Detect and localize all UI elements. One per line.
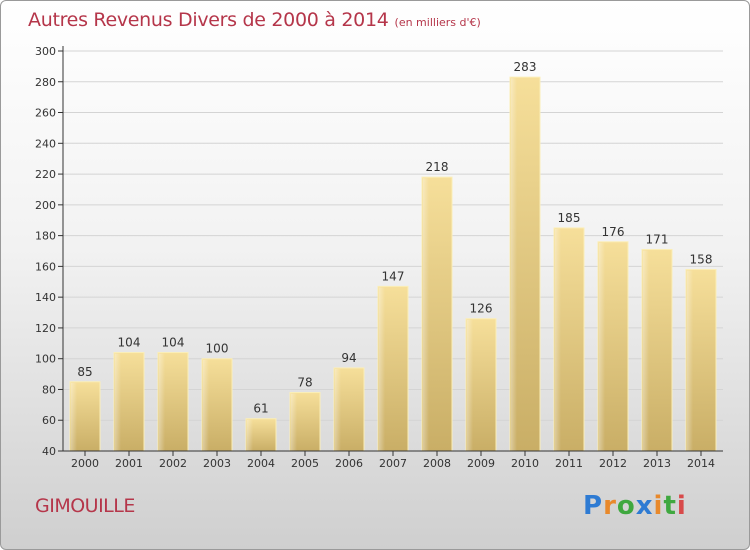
value-label-2013: 171 — [646, 232, 669, 246]
bar-highlight — [467, 319, 473, 451]
value-label-2004: 61 — [253, 402, 268, 416]
logo-letter: P — [583, 491, 604, 521]
x-tick-label-2004: 2004 — [247, 457, 275, 470]
x-tick-label-2003: 2003 — [203, 457, 231, 470]
bar-highlight — [599, 242, 605, 451]
y-tick-label: 260 — [35, 107, 56, 120]
bar-highlight — [423, 178, 429, 451]
logo-letter: x — [635, 491, 654, 521]
x-tick-label-2012: 2012 — [599, 457, 627, 470]
x-tick-label-2005: 2005 — [291, 457, 319, 470]
value-label-2005: 78 — [297, 376, 312, 390]
y-tick-label: 240 — [35, 137, 56, 150]
y-tick-label: 180 — [35, 230, 56, 243]
commune-name: GIMOUILLE — [35, 495, 135, 517]
x-tick-label-2014: 2014 — [687, 457, 715, 470]
y-tick-label: 120 — [35, 322, 56, 335]
x-tick-label-2001: 2001 — [115, 457, 143, 470]
x-tick-label-2000: 2000 — [71, 457, 99, 470]
y-tick-label: 280 — [35, 76, 56, 89]
proxiti-logo: Proxiti — [583, 491, 687, 521]
value-label-2014: 158 — [690, 252, 713, 266]
value-label-2002: 104 — [162, 336, 185, 350]
value-label-2008: 218 — [426, 160, 449, 174]
bar-highlight — [291, 393, 297, 451]
bar-highlight — [71, 382, 77, 451]
value-label-2000: 85 — [77, 365, 92, 379]
bar-highlight — [203, 359, 209, 451]
bar-highlight — [335, 368, 341, 451]
x-tick-label-2006: 2006 — [335, 457, 363, 470]
y-tick-label: 200 — [35, 199, 56, 212]
y-tick-label: 220 — [35, 168, 56, 181]
value-label-2010: 283 — [514, 60, 537, 74]
x-tick-label-2007: 2007 — [379, 457, 407, 470]
logo-letter: i — [676, 491, 687, 521]
value-label-2012: 176 — [602, 225, 625, 239]
bar-highlight — [379, 287, 385, 451]
x-tick-label-2010: 2010 — [511, 457, 539, 470]
logo-letter: o — [616, 491, 636, 521]
bar-highlight — [159, 353, 165, 451]
bar-highlight — [555, 228, 561, 451]
value-label-2003: 100 — [206, 342, 229, 356]
bar-highlight — [687, 270, 693, 451]
logo-letter: i — [653, 491, 664, 521]
y-tick-label: 80 — [42, 383, 56, 396]
bar-highlight — [643, 250, 649, 451]
x-tick-label-2008: 2008 — [423, 457, 451, 470]
y-tick-label: 140 — [35, 291, 56, 304]
bars: 85 104 104 100 61 78 94 147 218 126 283 185 176 171 15… — [69, 60, 717, 452]
y-tick-label: 60 — [42, 414, 56, 427]
bar-highlight — [115, 353, 121, 451]
y-tick-label: 100 — [35, 353, 56, 366]
logo-letter: r — [603, 491, 617, 521]
value-label-2009: 126 — [470, 302, 493, 316]
value-label-2006: 94 — [341, 351, 356, 365]
x-tick-label-2011: 2011 — [555, 457, 583, 470]
x-tick-label-2009: 2009 — [467, 457, 495, 470]
chart-title: Autres Revenus Divers de 2000 à 2014 (en … — [28, 9, 481, 31]
chart-title-unit: (en milliers d'€) — [394, 16, 481, 29]
bar-highlight — [511, 78, 517, 452]
x-tick-label-2013: 2013 — [643, 457, 671, 470]
bar-highlight — [247, 419, 253, 451]
value-label-2007: 147 — [382, 269, 405, 283]
value-label-2001: 104 — [118, 336, 141, 350]
y-tick-label: 300 — [35, 45, 56, 58]
x-tick-label-2002: 2002 — [159, 457, 187, 470]
y-tick-label: 160 — [35, 260, 56, 273]
chart-title-main: Autres Revenus Divers de 2000 à 2014 — [28, 9, 389, 31]
value-label-2011: 185 — [558, 211, 581, 225]
axes: 40 60 80 100 120 140 160 180 200 220 240 260 280 300 2… — [35, 45, 723, 470]
y-tick-label: 40 — [42, 445, 56, 458]
logo-letter: t — [663, 491, 677, 521]
